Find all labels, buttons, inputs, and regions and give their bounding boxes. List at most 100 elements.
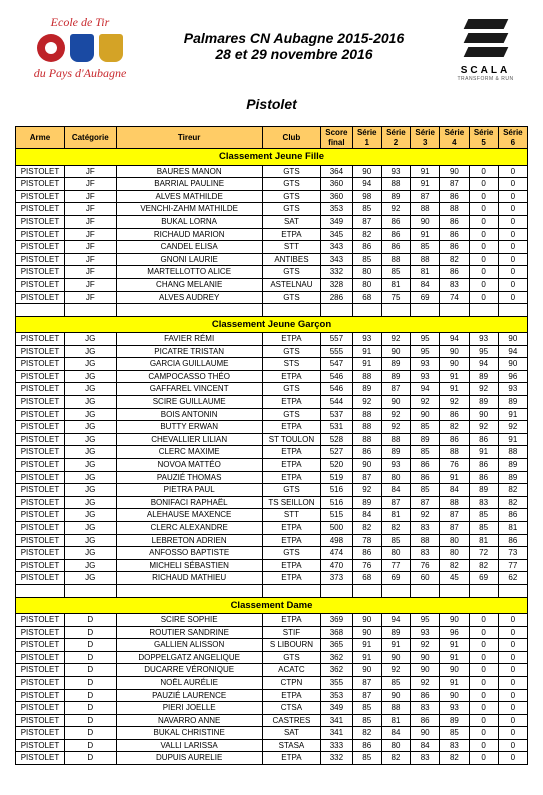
cell: ETPA <box>262 572 320 585</box>
cell: 90 <box>440 358 469 371</box>
ecole-line1: Ecole de Tir <box>15 15 145 30</box>
cell: 0 <box>498 228 527 241</box>
page-header: Ecole de Tir du Pays d'Aubagne Palmares … <box>15 15 528 84</box>
cell: ETPA <box>262 689 320 702</box>
cell: 82 <box>440 559 469 572</box>
cell: MARTELLOTTO ALICE <box>116 266 262 279</box>
cell: 88 <box>352 433 381 446</box>
cell: 0 <box>469 241 498 254</box>
cell: 0 <box>469 178 498 191</box>
cell: D <box>64 739 116 752</box>
cell: 90 <box>381 651 410 664</box>
cell: 93 <box>411 358 440 371</box>
cell: 76 <box>352 559 381 572</box>
cell: STT <box>262 241 320 254</box>
cell: ANTIBES <box>262 253 320 266</box>
cell: 85 <box>411 241 440 254</box>
cell: 92 <box>381 408 410 421</box>
cell: 86 <box>440 266 469 279</box>
cell: DUCARRE VÉRONIQUE <box>116 664 262 677</box>
cell: 498 <box>321 534 352 547</box>
cell: 474 <box>321 547 352 560</box>
cell: 92 <box>352 396 381 409</box>
logo-icons <box>15 34 145 62</box>
cell: BUTTY ERWAN <box>116 421 262 434</box>
cell: 88 <box>440 496 469 509</box>
cell: PISTOLET <box>16 727 65 740</box>
cell: 86 <box>381 228 410 241</box>
column-header: Série 2 <box>381 127 410 149</box>
cell: JG <box>64 522 116 535</box>
cell: 333 <box>321 739 352 752</box>
cell: 85 <box>381 266 410 279</box>
cell: 80 <box>381 471 410 484</box>
cell: 89 <box>381 626 410 639</box>
results-table: ArmeCatégorieTireurClubScore finalSérie … <box>15 126 528 765</box>
cell: 86 <box>469 471 498 484</box>
cell: 89 <box>381 446 410 459</box>
cell: 60 <box>411 572 440 585</box>
cell: BARRIAL PAULINE <box>116 178 262 191</box>
cell: 87 <box>352 471 381 484</box>
cell: 85 <box>411 446 440 459</box>
cell: 0 <box>498 702 527 715</box>
cell: 345 <box>321 228 352 241</box>
cell: 82 <box>469 559 498 572</box>
cell: 92 <box>469 421 498 434</box>
cell: VALLI LARISSA <box>116 739 262 752</box>
table-row: PISTOLETJGMICHELI SÉBASTIENETPA470767776… <box>16 559 528 572</box>
cell: 90 <box>352 626 381 639</box>
table-row: PISTOLETDPIERI JOELLECTSA3498588839300 <box>16 702 528 715</box>
cell: PISTOLET <box>16 613 65 626</box>
cell: 93 <box>381 459 410 472</box>
cell: 546 <box>321 383 352 396</box>
cell: NOVOA MATTÉO <box>116 459 262 472</box>
cell: JF <box>64 266 116 279</box>
cell: JG <box>64 396 116 409</box>
cell: PISTOLET <box>16 165 65 178</box>
cell: 76 <box>440 459 469 472</box>
cell: CLERC ALEXANDRE <box>116 522 262 535</box>
cell: SAT <box>262 215 320 228</box>
cell: 90 <box>440 613 469 626</box>
cell: 82 <box>440 752 469 765</box>
scala-tagline: TRANSFORM & RUN <box>443 76 528 82</box>
cell: 89 <box>469 370 498 383</box>
cell: 72 <box>469 547 498 560</box>
cell: 93 <box>440 702 469 715</box>
cell: 78 <box>352 534 381 547</box>
cell: 86 <box>352 446 381 459</box>
cell: PISTOLET <box>16 241 65 254</box>
cell: ETPA <box>262 522 320 535</box>
cell: JG <box>64 433 116 446</box>
cell: 0 <box>498 626 527 639</box>
cell: 89 <box>498 459 527 472</box>
cell: 80 <box>440 534 469 547</box>
cell: GTS <box>262 484 320 497</box>
ecole-line2: du Pays d'Aubagne <box>15 66 145 81</box>
cell: ALVES MATHILDE <box>116 190 262 203</box>
cell: 91 <box>381 639 410 652</box>
cell: 92 <box>498 421 527 434</box>
cell: D <box>64 702 116 715</box>
cell: ASTELNAU <box>262 278 320 291</box>
title-line1: Palmares CN Aubagne 2015-2016 <box>155 30 433 46</box>
cell: SCIRE SOPHIE <box>116 613 262 626</box>
cell: 0 <box>498 266 527 279</box>
cell: 83 <box>411 702 440 715</box>
cell: ALEHAUSE MAXENCE <box>116 509 262 522</box>
cell: ETPA <box>262 421 320 434</box>
cell: 355 <box>321 676 352 689</box>
cell: 85 <box>352 714 381 727</box>
cell: VENCHI-ZAHM MATHILDE <box>116 203 262 216</box>
table-row: PISTOLETJFCANDEL ELISASTT3438686858600 <box>16 241 528 254</box>
cell: 81 <box>381 509 410 522</box>
cell: PISTOLET <box>16 421 65 434</box>
cell: 90 <box>411 215 440 228</box>
cell: PISTOLET <box>16 178 65 191</box>
cell: 95 <box>469 345 498 358</box>
cell: 369 <box>321 613 352 626</box>
table-row: PISTOLETJGBOIS ANTONINGTS537889290869091 <box>16 408 528 421</box>
cell: 341 <box>321 714 352 727</box>
cell: PISTOLET <box>16 203 65 216</box>
